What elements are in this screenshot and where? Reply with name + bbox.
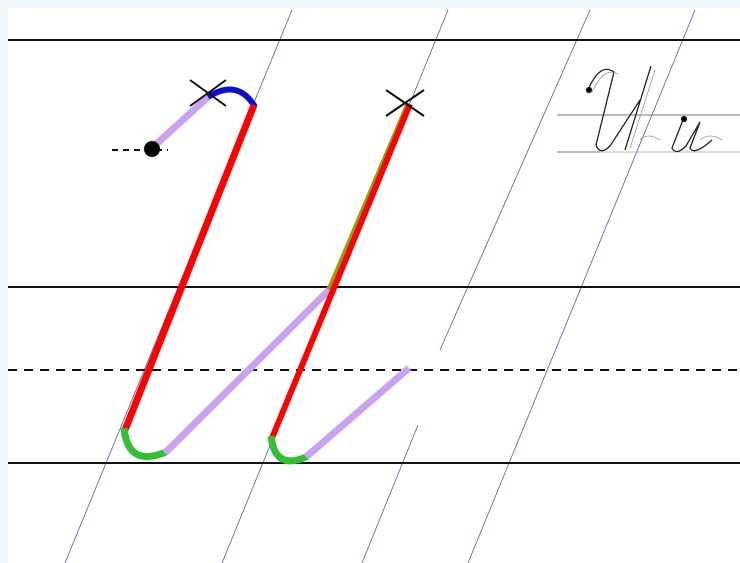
sample-letters <box>557 65 740 153</box>
small-i <box>671 119 713 153</box>
cross <box>189 79 227 107</box>
capital-i-guide <box>591 69 656 149</box>
slant-line <box>361 424 419 563</box>
down-stroke <box>121 103 258 432</box>
paper <box>8 8 740 563</box>
sample-dot <box>680 115 688 123</box>
exit-stroke <box>303 365 412 460</box>
capital-i <box>587 65 652 152</box>
small-i-guide <box>639 135 723 141</box>
connect-stroke <box>162 286 333 456</box>
bottom-curve <box>120 427 168 460</box>
down-stroke-2 <box>269 102 413 440</box>
cross <box>385 89 425 117</box>
letter-strokes <box>120 86 413 465</box>
top-arc <box>206 86 258 109</box>
bottom-curve-2 <box>267 435 310 465</box>
lead-in-stroke <box>149 94 211 151</box>
ruling <box>8 39 740 464</box>
sample-dot <box>585 86 593 94</box>
slant-line <box>439 9 591 351</box>
start-dot <box>144 141 160 157</box>
